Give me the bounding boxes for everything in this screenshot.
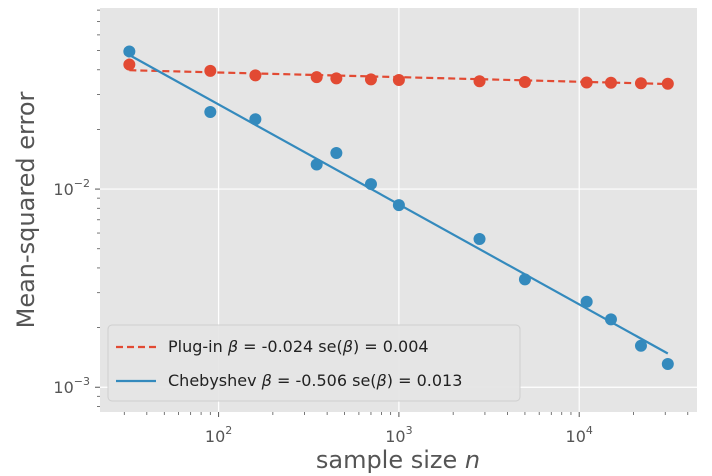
legend-plug-in-prefix: Plug-in	[168, 337, 228, 356]
x-tick-exponent: 4	[586, 424, 593, 437]
x-tick-exponent: 2	[225, 424, 232, 437]
data-point-chebyshev	[580, 295, 593, 308]
x-tick-label: 102	[205, 424, 232, 446]
data-point-chebyshev	[123, 45, 136, 58]
data-point-chebyshev	[330, 147, 343, 160]
x-tick-base: 10	[566, 427, 586, 446]
series-layer	[123, 45, 674, 371]
y-tick-base: 10	[53, 378, 73, 397]
data-point-plug-in	[604, 76, 617, 89]
data-point-plug-in	[392, 74, 405, 87]
legend-chebyshev-beta: β	[261, 371, 272, 390]
data-point-plug-in	[518, 76, 531, 89]
data-point-chebyshev	[392, 199, 405, 212]
x-axis-title: sample size n	[316, 446, 480, 474]
legend-label-plug-in: Plug-in β = -0.024 se(β) = 0.004	[168, 337, 429, 356]
legend-plug-in-suffix: ) = 0.004	[353, 337, 429, 356]
y-tick-exponent: −2	[74, 177, 90, 190]
legend-box	[107, 324, 521, 402]
y-tick-label: 10−2	[53, 177, 90, 199]
data-point-chebyshev	[204, 105, 217, 118]
x-tick-label: 104	[566, 424, 593, 446]
data-point-chebyshev	[310, 158, 323, 171]
data-point-plug-in	[580, 76, 593, 89]
legend-chebyshev-mid: = -0.506 se(	[272, 371, 377, 390]
data-point-plug-in	[634, 77, 647, 90]
legend-label-chebyshev: Chebyshev β = -0.506 se(β) = 0.013	[168, 371, 462, 390]
data-point-plug-in	[123, 58, 136, 71]
data-point-plug-in	[204, 64, 217, 77]
data-point-plug-in	[330, 72, 343, 85]
data-point-plug-in	[661, 77, 674, 90]
data-point-plug-in	[249, 69, 262, 82]
data-point-chebyshev	[661, 358, 674, 371]
x-tick-label: 103	[385, 424, 412, 446]
data-point-plug-in	[364, 73, 377, 86]
data-point-chebyshev	[604, 313, 617, 326]
y-tick-exponent: −3	[74, 375, 90, 388]
data-point-chebyshev	[364, 178, 377, 191]
legend-chebyshev-suffix: ) = 0.013	[387, 371, 463, 390]
data-point-chebyshev	[634, 339, 647, 352]
legend-plug-in-beta2: β	[342, 337, 353, 356]
data-point-plug-in	[473, 75, 486, 88]
y-axis-title: Mean-squared error	[12, 91, 40, 328]
x-tick-base: 10	[205, 427, 225, 446]
data-point-chebyshev	[249, 113, 262, 126]
legend-plug-in-beta: β	[227, 337, 238, 356]
data-point-plug-in	[310, 71, 323, 84]
data-point-chebyshev	[518, 273, 531, 286]
x-tick-base: 10	[385, 427, 405, 446]
x-tick-exponent: 3	[406, 424, 413, 437]
legend-chebyshev-beta2: β	[376, 371, 387, 390]
legend-plug-in-mid: = -0.024 se(	[238, 337, 343, 356]
y-tick-base: 10	[53, 180, 73, 199]
y-tick-label: 10−3	[53, 375, 90, 397]
data-point-chebyshev	[473, 232, 486, 245]
legend: Plug-in β = -0.024 se(β) = 0.004 Chebysh…	[107, 324, 521, 402]
legend-chebyshev-prefix: Chebyshev	[168, 371, 262, 390]
